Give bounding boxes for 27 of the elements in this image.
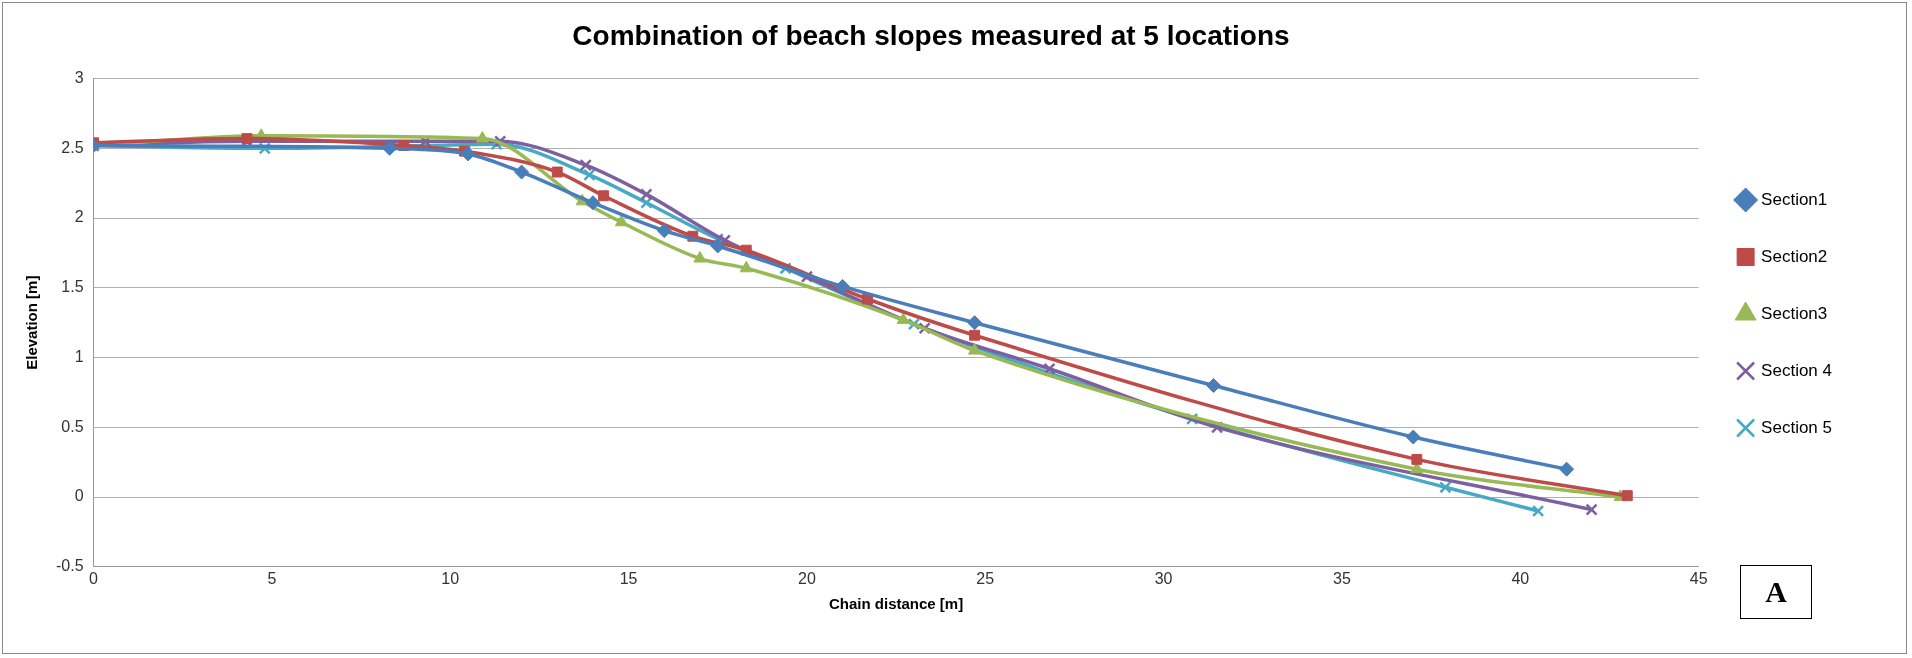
legend-label: Section2 [1761,246,1828,266]
y-tick-label: 1 [74,347,84,365]
y-tick-label: 0.5 [61,417,84,435]
x-axis-title: Chain distance [m] [829,595,964,613]
y-tick-label: -0.5 [55,557,84,575]
x-tick-label: 35 [1333,569,1351,587]
x-tick-label: 20 [798,569,816,587]
y-tick-label: 3 [74,69,84,87]
legend-label: Section1 [1761,189,1828,209]
y-tick-label: 0 [74,487,84,505]
text: A [1740,565,1812,619]
x-tick-label: 5 [267,569,277,587]
chart-title: Combination of beach slopes measured at 5 locations [572,19,1290,51]
y-tick-label: 2 [74,208,84,226]
y-axis-title: Elevation [m] [23,275,41,370]
legend-label: Section 5 [1761,417,1833,437]
x-tick-label: 45 [1689,569,1708,587]
x-tick-label: 30 [1154,569,1173,587]
x-tick-label: 10 [441,569,460,587]
legend-label: Section3 [1761,303,1828,323]
x-tick-label: 40 [1511,569,1530,587]
legend-label: Section 4 [1761,360,1833,380]
y-tick-label: 2.5 [61,138,84,156]
x-tick-label: 25 [976,569,995,587]
x-tick-label: 15 [619,569,638,587]
y-tick-label: 1.5 [61,278,84,296]
x-tick-label: 0 [89,569,99,587]
